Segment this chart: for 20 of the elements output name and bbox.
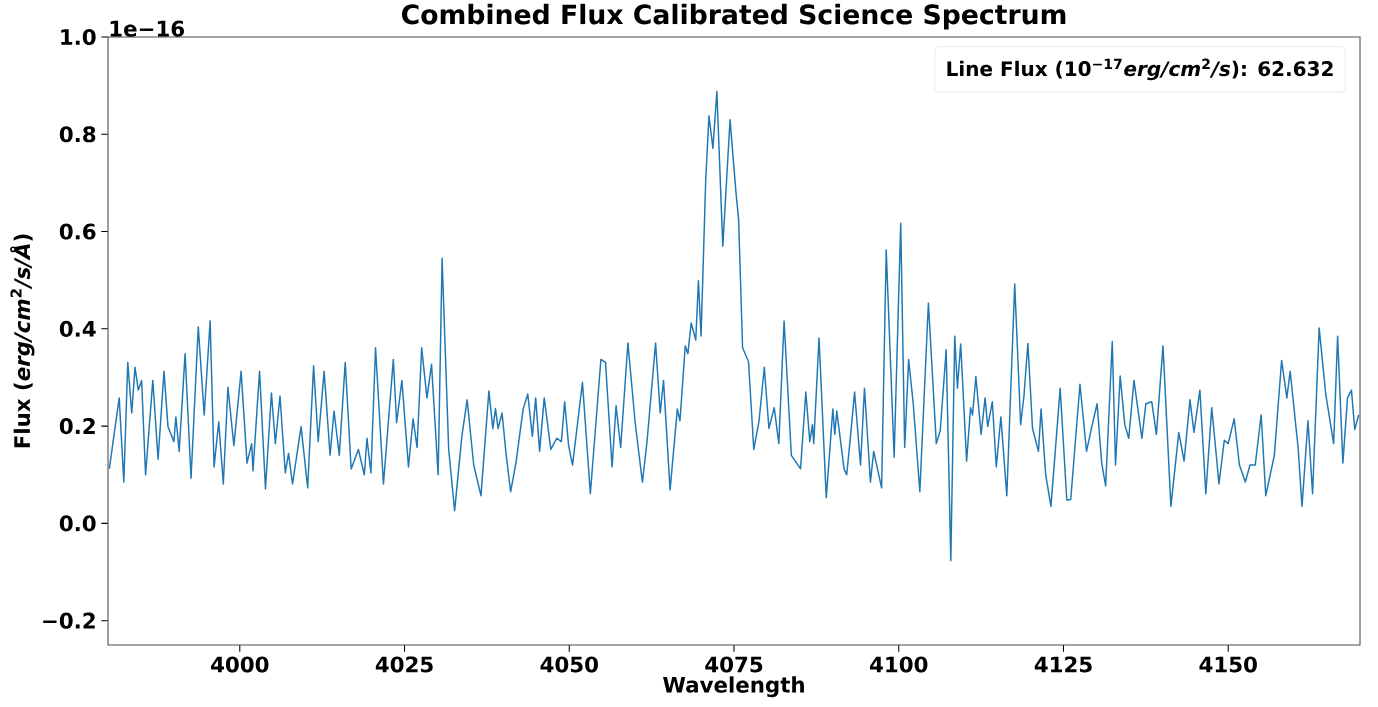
text: 1e−16 [110, 20, 184, 37]
x-tick-label: 4150 [1199, 656, 1257, 673]
y-tick-label: 0.2 [59, 418, 95, 435]
x-axis-title: Wavelength [663, 676, 804, 698]
y-tick-label: 0.6 [59, 223, 96, 240]
y-tick-label: −0.2 [43, 612, 95, 629]
x-tick-label: 4075 [705, 656, 763, 673]
x-tick-label: 4000 [211, 656, 269, 673]
y-axis-title: Flux (erg/cm$^{2}$/s/Å) [10, 234, 35, 448]
x-tick-label: 4050 [540, 656, 598, 673]
chart-title: Combined Flux Calibrated Science Spectrum [401, 3, 1066, 30]
line-series [108, 90, 1360, 562]
y-tick-label: 0.8 [59, 126, 96, 143]
y-tick-label: 0.0 [59, 515, 96, 532]
x-tick-label: 4125 [1034, 656, 1092, 673]
x-tick-label: 4025 [375, 656, 433, 673]
annotation: Line Flux (10$^{−17}$erg/cm$^{2}$/s): 62.632 [947, 58, 1333, 81]
x-tick-label: 4100 [870, 656, 928, 673]
y-tick-label: 1.0 [61, 28, 96, 46]
y-tick-label: 0.4 [59, 320, 96, 337]
